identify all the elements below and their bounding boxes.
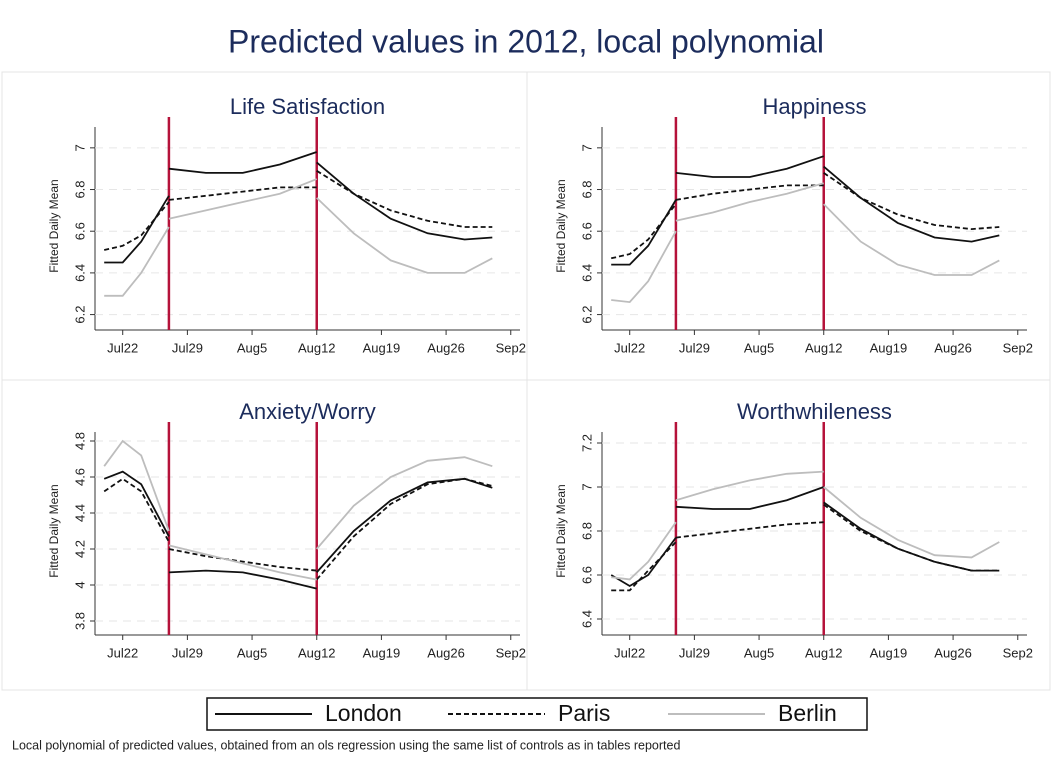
x-tick-label: Aug5 (744, 340, 774, 355)
y-tick-label: 7 (579, 144, 594, 151)
series-line (103, 470, 493, 590)
x-tick-label: Jul29 (679, 645, 710, 660)
y-axis-label: Fitted Daily Mean (554, 484, 568, 577)
y-axis-label: Fitted Daily Mean (554, 179, 568, 272)
series-line (103, 439, 493, 581)
series-line (611, 470, 1000, 581)
y-tick-label: 6.4 (72, 264, 87, 282)
x-tick-label: Jul29 (679, 340, 710, 355)
x-tick-label: Sep2 (1003, 340, 1033, 355)
x-tick-label: Aug5 (237, 340, 267, 355)
y-tick-label: 4.6 (72, 468, 87, 486)
legend-label: Paris (558, 700, 610, 726)
y-tick-label: 7 (579, 483, 594, 490)
x-tick-label: Aug26 (934, 645, 972, 660)
series-line (611, 503, 1000, 592)
note: Local polynomial of predicted values, ob… (12, 738, 680, 752)
x-tick-label: Sep2 (1003, 645, 1033, 660)
panel-frames (1, 71, 1051, 691)
x-tick-label: Jul29 (172, 645, 203, 660)
x-tick-label: Aug19 (870, 645, 908, 660)
y-tick-label: 3.8 (72, 612, 87, 630)
y-tick-label: 6.2 (72, 306, 87, 324)
x-tick-label: Aug12 (805, 645, 843, 660)
series-line (104, 151, 493, 264)
x-tick-label: Aug19 (870, 340, 908, 355)
x-tick-label: Aug12 (298, 340, 336, 355)
y-tick-label: 6.8 (579, 522, 594, 540)
y-tick-label: 6.4 (579, 264, 594, 282)
x-tick-label: Jul22 (107, 340, 138, 355)
series-line (103, 477, 493, 581)
legend-label: Berlin (778, 700, 837, 726)
legend-label: London (325, 700, 402, 726)
y-axis-label: Fitted Daily Mean (47, 179, 61, 272)
x-tick-label: Aug12 (805, 340, 843, 355)
x-tick-label: Aug12 (298, 645, 336, 660)
y-tick-label: 7 (72, 144, 87, 151)
panel-title: Anxiety/Worry (239, 399, 376, 424)
series-line (611, 155, 1000, 266)
panel-frame (1, 71, 1051, 691)
x-tick-label: Jul22 (614, 645, 645, 660)
y-tick-label: 6.2 (579, 306, 594, 324)
y-tick-label: 4.2 (72, 540, 87, 558)
x-tick-label: Aug19 (363, 645, 401, 660)
x-tick-label: Aug26 (934, 340, 972, 355)
x-tick-label: Aug5 (237, 645, 267, 660)
y-axis-label: Fitted Daily Mean (47, 484, 61, 577)
y-tick-label: 6.8 (579, 180, 594, 198)
x-tick-label: Aug5 (744, 645, 774, 660)
series-line (610, 486, 1000, 588)
y-tick-label: 6.8 (72, 180, 87, 198)
series-line (104, 178, 493, 297)
y-tick-label: 6.4 (579, 610, 594, 628)
series-line (611, 182, 1000, 304)
x-tick-label: Aug26 (427, 645, 465, 660)
x-tick-label: Jul22 (107, 645, 138, 660)
series-line (611, 172, 1000, 260)
x-tick-label: Sep2 (496, 340, 526, 355)
series-line (104, 170, 493, 251)
y-tick-label: 6.6 (72, 222, 87, 240)
y-tick-label: 7.2 (579, 434, 594, 452)
panel-title: Life Satisfaction (230, 94, 385, 119)
x-tick-label: Jul22 (614, 340, 645, 355)
y-tick-label: 6.6 (579, 222, 594, 240)
panel-title: Happiness (763, 94, 867, 119)
x-tick-label: Aug26 (427, 340, 465, 355)
y-tick-label: 6.6 (579, 566, 594, 584)
y-tick-label: 4 (72, 581, 87, 588)
y-tick-label: 4.4 (72, 504, 87, 522)
y-tick-label: 4.8 (72, 432, 87, 450)
x-tick-label: Aug19 (363, 340, 401, 355)
panel-title: Worthwhileness (737, 399, 892, 424)
figure-title: Predicted values in 2012, local polynomi… (228, 23, 824, 59)
x-tick-label: Sep2 (496, 645, 526, 660)
x-tick-label: Jul29 (172, 340, 203, 355)
